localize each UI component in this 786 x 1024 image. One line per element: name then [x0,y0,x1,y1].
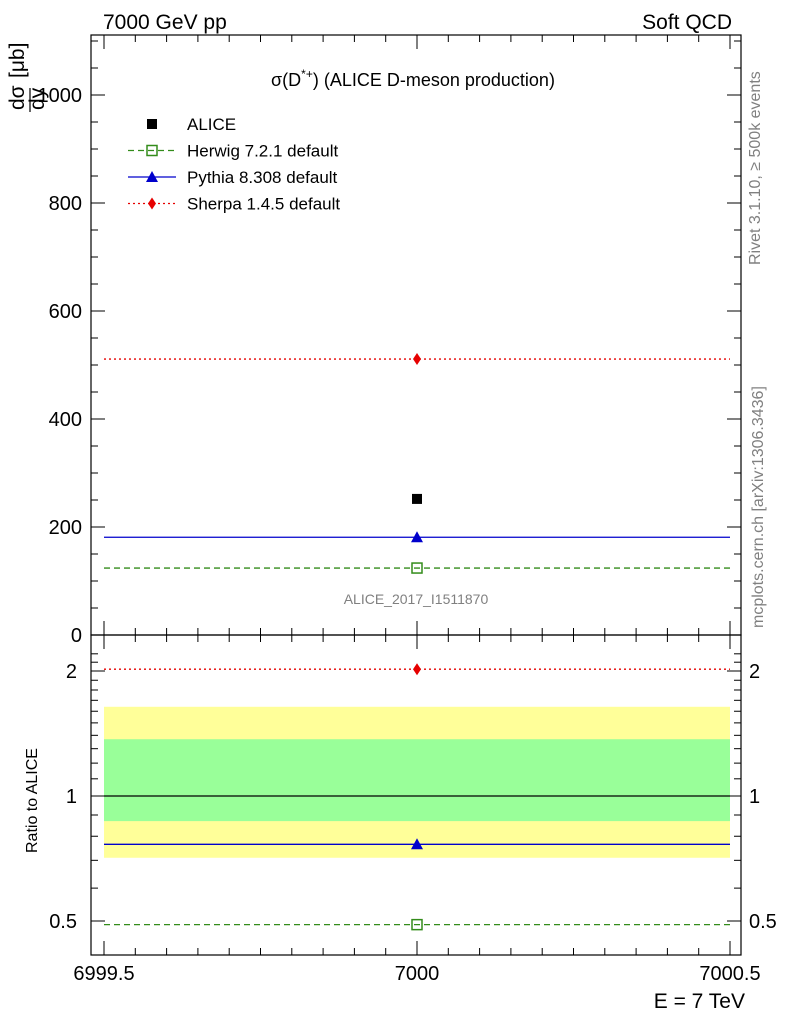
legend: ALICE Herwig 7.2.1 default Pythia 8.308 de… [128,115,340,214]
ylabel-dy: dy [26,87,49,110]
ratio-y-tick-label: 1 [66,786,77,808]
x-axis-label: E = 7 TeV [654,990,745,1013]
y-tick-label: 200 [49,517,82,539]
legend-marker [147,119,157,129]
ratio-point [411,918,423,931]
legend-label: Pythia 8.308 default [187,168,338,187]
ylabel-unit: [μb] [6,43,29,78]
ylabel-dsigma: dσ [6,85,29,110]
x-tick-label: 6999.5 [73,963,134,985]
ratio-series-sherpa-1-4-5-default [104,663,730,676]
ratio-point [413,663,421,676]
y-tick-label: 1000 [38,85,83,107]
data-point [412,493,422,504]
mcplots-label: mcplots.cern.ch [arXiv:1306.3436] [750,386,767,628]
x-tick-label: 7000.5 [699,963,760,985]
ratio-y-tick-label-right: 1 [749,786,760,808]
legend-label: Sherpa 1.4.5 default [187,195,340,214]
ratio-series-herwig-7-2-1-default [104,918,730,931]
ratio-y-tick-label-right: 2 [749,661,760,683]
main-panel: 0 200 400 600 800 1000 ALICE_2017_I1511870 ALIC… [38,34,742,647]
rivet-label: Rivet 3.1.10, ≥ 500k events [747,71,764,265]
legend-marker [146,144,158,157]
y-tick-label: 400 [49,409,82,431]
ratio-ylabel: Ratio to ALICE [24,748,41,853]
analysis-label: ALICE_2017_I1511870 [344,591,489,607]
legend-marker [146,171,158,182]
legend-entry-alice: ALICE [147,115,236,134]
y-tick-label: 600 [49,301,82,323]
data-point [411,531,423,543]
ratio-y-tick-label: 0.5 [49,911,77,933]
data-point [413,353,421,366]
series-alice [412,493,422,504]
ratio-panel: 0.5 0.5 1 1 2 2 6999.5 7000 7000.5 [49,634,777,985]
data-point [411,562,423,574]
header-left: 7000 GeV pp [103,11,227,34]
title-rest: (ALICE D-meson production) [324,70,555,90]
x-tick-label: 7000 [395,963,440,985]
y-tick-label: 800 [49,193,82,215]
band-statistical-uncertainty [104,739,730,822]
legend-marker [148,197,156,210]
legend-entry-herwig-7-2-1-default: Herwig 7.2.1 default [128,142,338,161]
ratio-point [411,838,423,850]
series-pythia-8-308-default [104,531,730,543]
header-right: Soft QCD [642,11,732,34]
ratio-y-tick-label: 2 [66,661,77,683]
series-sherpa-1-4-5-default [104,353,730,366]
legend-entry-pythia-8-308-default: Pythia 8.308 default [128,168,338,187]
ratio-frame [90,634,742,956]
legend-entry-sherpa-1-4-5-default: Sherpa 1.4.5 default [128,195,340,214]
plot-title: σ(D*+) (ALICE D-meson production) [271,67,555,90]
y-tick-label: 0 [71,625,82,647]
title-main: σ(D [271,70,301,90]
y-axis-label: dσ dy [μb] [6,43,49,112]
series-herwig-7-2-1-default [104,562,730,574]
ratio-series-pythia-8-308-default [104,838,730,850]
legend-label: Herwig 7.2.1 default [187,142,338,161]
legend-label: ALICE [187,115,236,134]
ratio-y-tick-label-right: 0.5 [749,911,777,933]
